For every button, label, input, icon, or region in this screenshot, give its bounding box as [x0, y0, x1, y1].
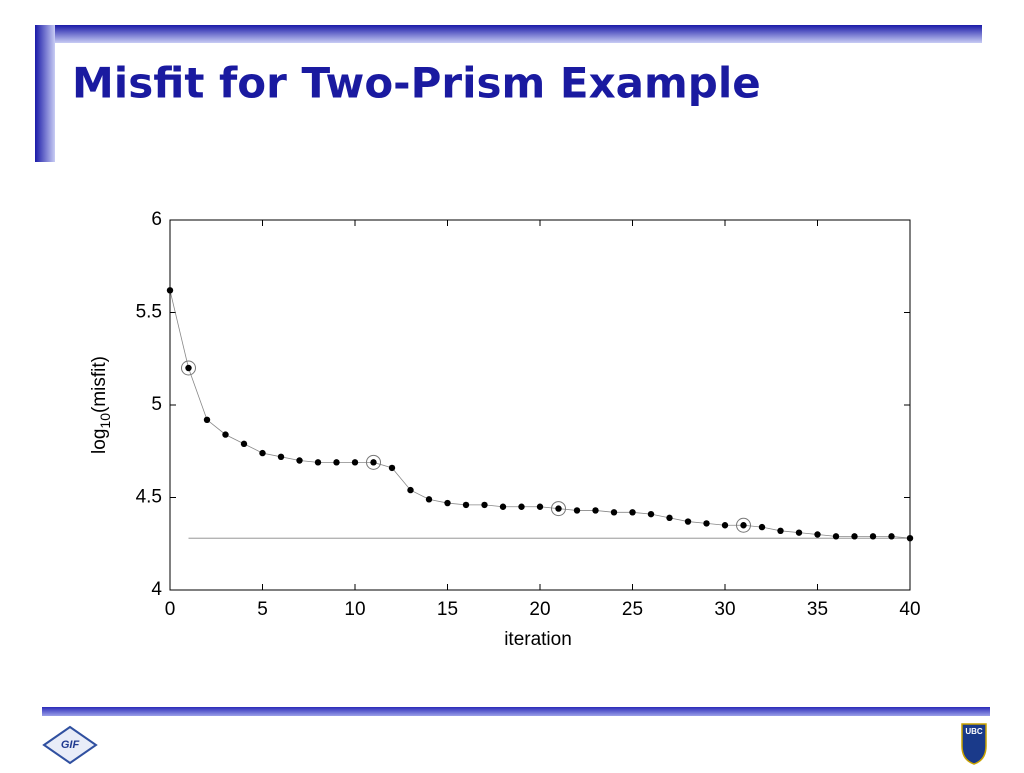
data-point	[518, 503, 525, 510]
y-label-rest: (misfit)	[89, 356, 110, 413]
data-point	[370, 459, 377, 466]
y-label-base: log	[89, 429, 110, 454]
data-point	[777, 527, 784, 534]
data-point	[407, 486, 414, 494]
data-point	[629, 509, 636, 516]
data-point	[185, 364, 192, 372]
data-point	[259, 449, 266, 457]
data-point	[499, 503, 507, 510]
highlight-circle	[736, 517, 751, 533]
x-tick-label: 25	[622, 599, 643, 620]
x-tick-label: 35	[807, 599, 828, 620]
gif-logo: GIF	[42, 725, 98, 765]
data-point	[721, 522, 729, 529]
data-point	[888, 533, 895, 540]
top-bar	[35, 25, 982, 43]
data-point	[314, 459, 322, 466]
highlight-circle	[366, 454, 381, 470]
data-point	[277, 453, 285, 460]
x-tick-label: 10	[344, 599, 365, 620]
data-point	[703, 520, 710, 527]
data-point	[166, 287, 174, 294]
x-tick-label: 40	[899, 599, 920, 620]
y-tick-label: 4	[151, 579, 162, 600]
ubc-logo: UBC	[961, 723, 987, 765]
data-point	[444, 499, 451, 507]
data-point	[814, 531, 821, 538]
data-point	[647, 510, 655, 518]
logo-text: UBC	[965, 727, 983, 736]
x-tick-label: 30	[714, 599, 735, 620]
y-tick-label: 5	[151, 394, 162, 415]
highlight-circle	[181, 360, 196, 376]
data-point	[203, 416, 211, 423]
slide-title: Misfit for Two-Prism Example	[72, 59, 761, 108]
data-point	[555, 505, 562, 512]
y-tick-label: 5.5	[136, 302, 162, 323]
y-tick-label: 6	[151, 209, 162, 230]
data-point	[832, 533, 840, 540]
series-line	[169, 290, 911, 539]
data-point	[351, 459, 359, 466]
y-label-sub: 10	[97, 413, 113, 429]
data-point	[296, 457, 303, 464]
x-axis-label: iteration	[504, 629, 572, 650]
data-point	[851, 533, 858, 540]
data-point	[462, 501, 470, 509]
data-point	[388, 464, 396, 472]
bottom-bar	[42, 707, 990, 716]
data-point	[758, 523, 766, 531]
x-tick-label: 20	[529, 599, 550, 620]
side-bar	[35, 25, 55, 162]
data-point	[333, 459, 340, 466]
data-point	[869, 533, 877, 540]
data-point	[610, 509, 618, 516]
data-point	[666, 514, 673, 522]
data-point	[481, 501, 488, 509]
data-point	[536, 503, 544, 510]
x-tick-label: 5	[257, 599, 268, 620]
logo-shape	[42, 725, 98, 765]
data-point	[222, 431, 229, 438]
data-point	[906, 535, 914, 542]
logo-text: GIF	[61, 739, 80, 751]
data-point	[240, 440, 248, 448]
logo-shape	[961, 723, 987, 765]
x-tick-label: 0	[165, 599, 176, 620]
data-point	[592, 507, 599, 514]
data-point	[425, 496, 433, 503]
y-tick-label: 4.5	[136, 487, 162, 508]
highlight-circle	[551, 501, 566, 517]
data-point	[573, 507, 581, 514]
data-point	[740, 522, 747, 529]
x-tick-label: 15	[437, 599, 458, 620]
y-axis-label: log10(misfit)	[89, 356, 113, 454]
data-point	[795, 529, 803, 536]
data-point	[684, 518, 692, 525]
